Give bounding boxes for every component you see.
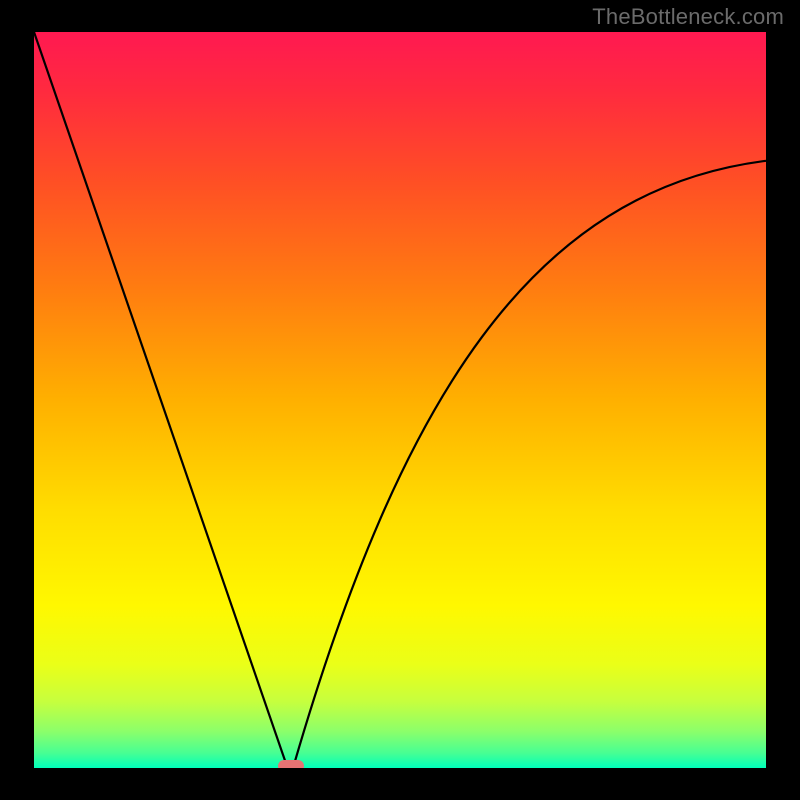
plot-area [34, 32, 766, 768]
curve-svg [34, 32, 766, 768]
optimum-marker [278, 760, 304, 768]
watermark-text: TheBottleneck.com [592, 4, 784, 30]
bottleneck-curve-left [34, 32, 287, 765]
optimum-marker-shape [278, 760, 304, 768]
bottleneck-curve-right [294, 161, 766, 765]
